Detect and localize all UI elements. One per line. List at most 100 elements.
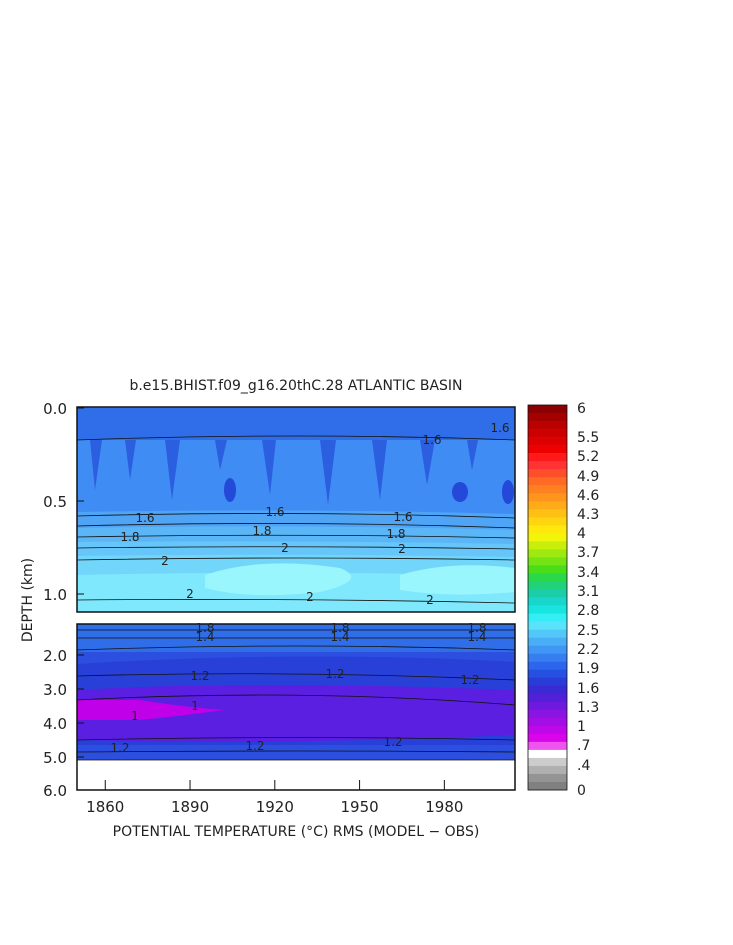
contour-label: 1.2: [460, 673, 479, 687]
colorbar-swatch: [528, 733, 567, 743]
colorbar-swatch: [528, 709, 567, 719]
colorbar-swatch: [528, 485, 567, 494]
colorbar-swatch: [528, 717, 567, 727]
chart-title: b.e15.BHIST.f09_g16.20thC.28 ATLANTIC BA…: [129, 378, 462, 394]
colorbar-swatch: [528, 613, 567, 622]
contour-label: 1.8: [252, 524, 271, 538]
contour-label: 2: [398, 542, 406, 556]
colorbar-swatch: [528, 565, 567, 574]
colorbar-label: 4.3: [577, 507, 599, 523]
colorbar-label: 3.1: [577, 584, 599, 600]
contour-label: 1.2: [110, 741, 129, 755]
y-tick-label: 0.5: [43, 493, 67, 511]
contour-label: 1.6: [393, 510, 412, 524]
colorbar-swatch: [528, 477, 567, 486]
colorbar-swatch: [528, 725, 567, 735]
colorbar-swatch: [528, 549, 567, 558]
x-tick-label: 1890: [171, 798, 209, 816]
colorbar-swatch: [528, 773, 567, 783]
colorbar-swatch: [528, 413, 567, 422]
colorbar-swatch: [528, 749, 567, 759]
colorbar-label: 3.7: [577, 545, 599, 561]
colorbar-label: 4: [577, 526, 586, 542]
x-tick-label: 1950: [340, 798, 378, 816]
contour-label: 1.4: [330, 630, 349, 644]
colorbar-label: 1: [577, 719, 586, 735]
contour-label: 1: [131, 709, 139, 723]
colorbar-swatch: [528, 461, 567, 470]
colorbar-label: 5.5: [577, 430, 599, 446]
colorbar-label: .4: [577, 758, 590, 774]
x-tick-label: 1980: [425, 798, 463, 816]
contour-labels: 1.6 1.6 1.61.8 1.8 1.822 22 2 21.61.61.81.41.81…: [110, 421, 509, 755]
colorbar-label: 0: [577, 783, 586, 799]
contour-label: 1: [191, 699, 199, 713]
colorbar-label: 2.8: [577, 603, 599, 619]
y-tick-label: 3.0: [43, 681, 67, 699]
colorbar-swatch: [528, 573, 567, 582]
colorbar-swatch: [528, 557, 567, 566]
contour-label: 1.8: [467, 621, 486, 635]
contour-label: 2: [306, 590, 314, 604]
y-ticks: 0.0 0.5 1.0 2.0 3.0 4.0 5.0 6.0: [43, 400, 84, 800]
colorbar-swatch: [528, 645, 567, 654]
colorbar-swatch: [528, 493, 567, 502]
colorbar-swatch: [528, 669, 567, 679]
colorbar-label: 5.2: [577, 449, 599, 465]
colorbar-label: 3.4: [577, 565, 599, 581]
contour-label: 1.6: [265, 505, 284, 519]
y-axis-label: DEPTH (km): [20, 558, 36, 642]
colorbar-swatch: [528, 757, 567, 767]
contour-label: 1.2: [190, 669, 209, 683]
colorbar-label: 4.6: [577, 488, 599, 504]
colorbar-swatch: [528, 605, 567, 614]
colorbar-swatch: [528, 637, 567, 646]
colorbar-swatch: [528, 405, 567, 414]
colorbar-label: 1.3: [577, 700, 599, 716]
contour-label: 2: [161, 554, 169, 568]
colorbar-swatch: [528, 509, 567, 518]
y-tick-label: 2.0: [43, 647, 67, 665]
x-axis-label: POTENTIAL TEMPERATURE (°C) RMS (MODEL − …: [113, 824, 480, 840]
contour-label: 1.2: [383, 735, 402, 749]
colorbar-swatch: [528, 525, 567, 534]
colorbar-swatch: [528, 589, 567, 598]
colorbar-label: 4.9: [577, 469, 599, 485]
colorbar-label: 1.6: [577, 681, 599, 697]
colorbar-swatch: [528, 781, 567, 791]
colorbar-label: .7: [577, 738, 590, 754]
y-tick-label: 0.0: [43, 400, 67, 418]
lower-panel: [76, 623, 516, 791]
contour-label: 1.6: [490, 421, 509, 435]
colorbar-swatch: [528, 453, 567, 462]
colorbar-swatch: [528, 653, 567, 662]
contour-label: 1.8: [195, 621, 214, 635]
contour-label: 1.2: [245, 739, 264, 753]
contour-label: 1.8: [386, 527, 405, 541]
colorbar-swatch: [528, 597, 567, 606]
colorbar-swatch: [528, 741, 567, 751]
colorbar-swatch: [528, 661, 567, 670]
contour-label: 2: [281, 541, 289, 555]
contour-label: 2: [426, 593, 434, 607]
colorbar-label: 6: [577, 401, 586, 417]
colorbar-swatch: [528, 533, 567, 542]
y-tick-label: 5.0: [43, 749, 67, 767]
colorbar-swatch: [528, 693, 567, 703]
colorbar-label: 1.9: [577, 661, 599, 677]
colorbar-label: 2.5: [577, 623, 599, 639]
upper-panel: [76, 406, 516, 613]
x-tick-label: 1920: [256, 798, 294, 816]
colorbar-swatch: [528, 469, 567, 478]
colorbar-swatch: [528, 621, 567, 630]
y-tick-label: 4.0: [43, 715, 67, 733]
colorbar-swatch: [528, 629, 567, 638]
colorbar-swatch: [528, 501, 567, 510]
colorbar-swatch: [528, 765, 567, 775]
colorbar-swatch: [528, 685, 567, 695]
colorbar-swatch: [528, 541, 567, 550]
colorbar-swatch: [528, 517, 567, 526]
x-ticks: 1860 1890 1920 1950 1980: [86, 780, 463, 816]
colorbar-swatch: [528, 581, 567, 590]
